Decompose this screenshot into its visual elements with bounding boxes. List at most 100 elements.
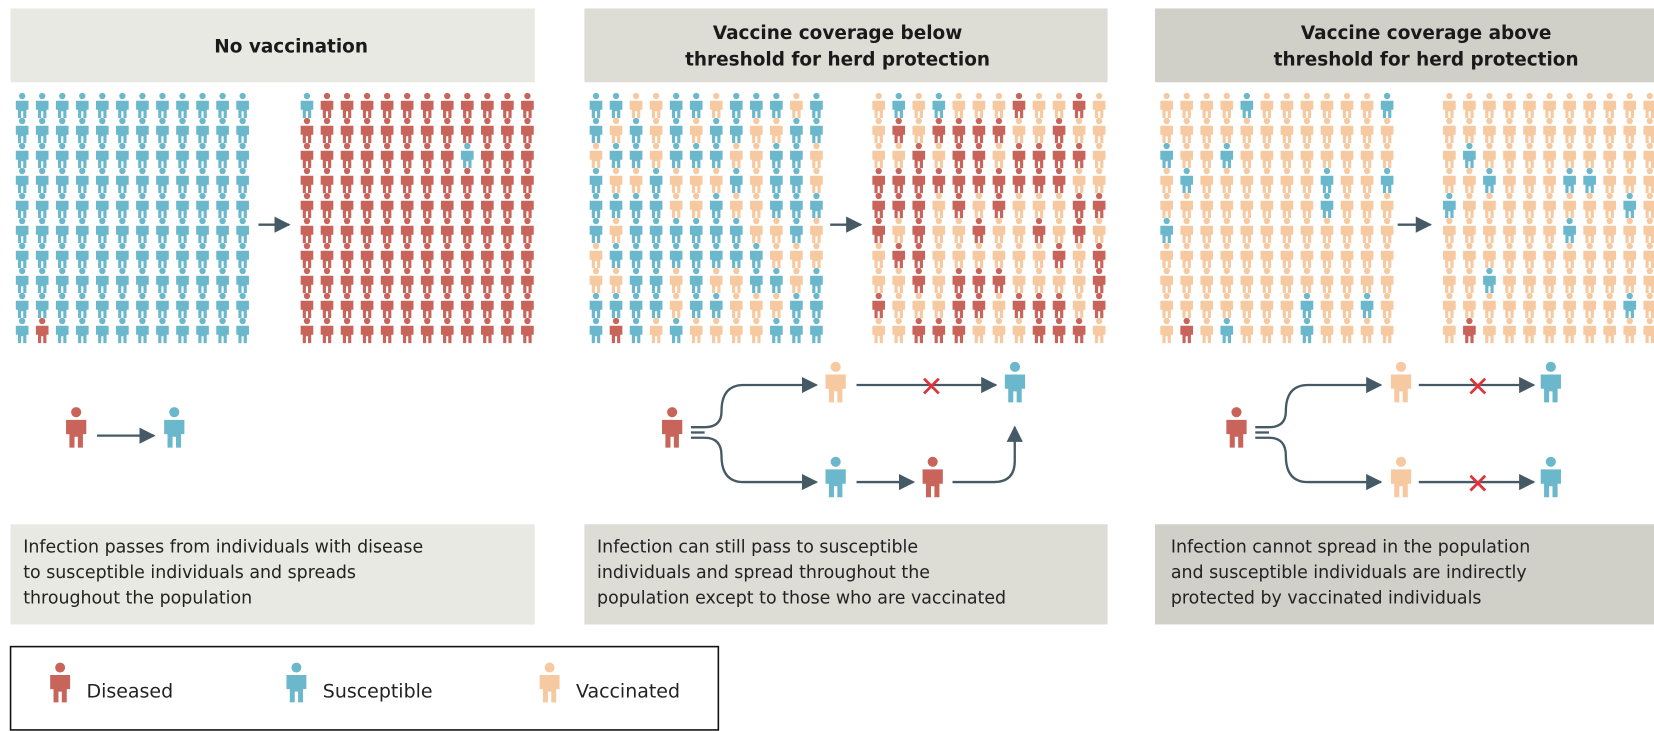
person-icon <box>1281 318 1294 343</box>
person-icon <box>36 243 49 268</box>
person-icon <box>341 268 354 293</box>
person-icon <box>136 268 149 293</box>
person-icon <box>610 168 623 193</box>
person-icon <box>1643 243 1654 268</box>
person-icon <box>953 218 966 243</box>
person-icon <box>810 93 823 118</box>
person-icon <box>1281 143 1294 168</box>
person-icon <box>481 243 494 268</box>
person-icon <box>16 218 29 243</box>
person-icon <box>770 168 783 193</box>
person-icon <box>521 193 534 218</box>
person-icon <box>16 168 29 193</box>
person-icon <box>953 318 966 343</box>
person-icon <box>156 143 169 168</box>
person-icon <box>932 168 945 193</box>
person-icon <box>96 168 109 193</box>
person-icon <box>1261 293 1274 318</box>
person-icon <box>670 193 683 218</box>
person-icon <box>136 218 149 243</box>
person-icon <box>872 243 885 268</box>
person-icon <box>421 168 434 193</box>
person-icon <box>1623 143 1636 168</box>
person-icon <box>421 118 434 143</box>
person-icon <box>401 243 414 268</box>
person-icon <box>1643 268 1654 293</box>
person-icon <box>116 143 129 168</box>
person-icon <box>1643 118 1654 143</box>
person-icon <box>461 243 474 268</box>
person-icon <box>790 293 803 318</box>
person-icon <box>932 243 945 268</box>
person-icon <box>1483 118 1496 143</box>
person-icon <box>236 168 249 193</box>
person-icon <box>1220 118 1233 143</box>
panel-title: Vaccine coverage below <box>713 23 962 44</box>
person-icon <box>136 293 149 318</box>
person-icon <box>1443 268 1456 293</box>
person-icon <box>770 268 783 293</box>
person-icon <box>810 268 823 293</box>
person-icon <box>1643 293 1654 318</box>
person-icon <box>1603 268 1616 293</box>
person-icon <box>1093 168 1106 193</box>
person-icon <box>912 318 925 343</box>
person-icon <box>1483 168 1496 193</box>
person-icon <box>381 243 394 268</box>
person-icon <box>710 318 723 343</box>
arrow <box>953 427 1015 482</box>
person-icon <box>1033 93 1046 118</box>
person-icon <box>1583 243 1596 268</box>
person-icon <box>1583 168 1596 193</box>
person-icon <box>912 268 925 293</box>
person-icon <box>610 318 623 343</box>
person-icon <box>56 93 69 118</box>
person-icon <box>1523 293 1536 318</box>
person-icon <box>770 193 783 218</box>
person-icon <box>36 268 49 293</box>
person-icon <box>1240 243 1253 268</box>
person-icon <box>1160 193 1173 218</box>
person-icon <box>301 168 314 193</box>
panel-title: No vaccination <box>214 37 368 58</box>
person-icon <box>1053 93 1066 118</box>
person-icon <box>1361 293 1374 318</box>
person-icon <box>1301 168 1314 193</box>
person-icon <box>790 243 803 268</box>
person-icon <box>1623 118 1636 143</box>
person-icon <box>1321 143 1334 168</box>
person-icon <box>1013 218 1026 243</box>
person-icon <box>650 93 663 118</box>
person-icon <box>630 243 643 268</box>
person-icon <box>993 318 1006 343</box>
person-icon <box>1583 218 1596 243</box>
person-icon <box>96 143 109 168</box>
person-icon <box>441 118 454 143</box>
person-icon <box>1381 143 1394 168</box>
person-icon <box>912 168 925 193</box>
person-icon <box>401 268 414 293</box>
person-icon <box>1053 118 1066 143</box>
person-icon <box>590 118 603 143</box>
person-icon <box>1160 318 1173 343</box>
person-icon <box>993 243 1006 268</box>
person-icon <box>521 318 534 343</box>
person-icon <box>116 218 129 243</box>
person-icon <box>1463 193 1476 218</box>
person-icon <box>1220 218 1233 243</box>
person-icon <box>1053 268 1066 293</box>
person-icon <box>56 318 69 343</box>
person-icon <box>1013 143 1026 168</box>
person-icon <box>1523 118 1536 143</box>
person-icon <box>76 93 89 118</box>
person-icon <box>1200 268 1213 293</box>
person-icon <box>1603 168 1616 193</box>
person-icon <box>1073 168 1086 193</box>
person-icon <box>441 318 454 343</box>
person-icon <box>36 293 49 318</box>
person-icon <box>216 318 229 343</box>
person-icon <box>236 268 249 293</box>
person-icon <box>750 143 763 168</box>
person-icon <box>690 193 703 218</box>
person-icon <box>1033 218 1046 243</box>
